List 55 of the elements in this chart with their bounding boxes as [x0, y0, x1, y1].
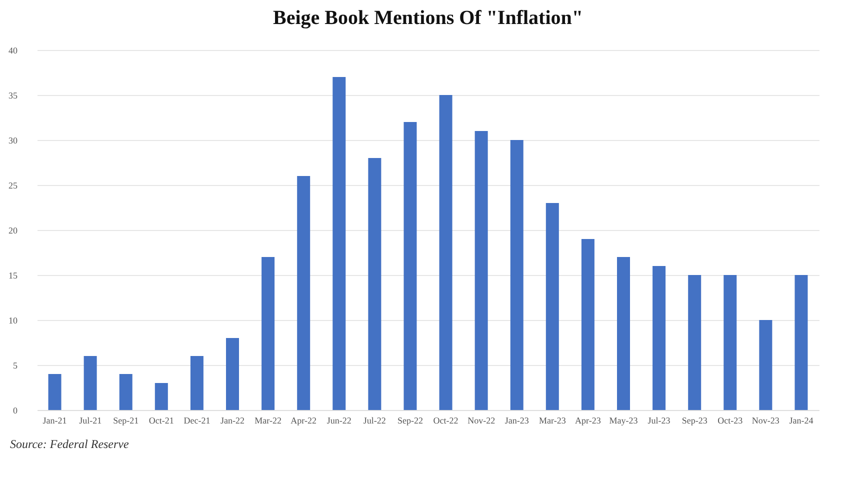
bar [724, 275, 737, 410]
x-tick-label: Sep-22 [397, 416, 423, 426]
bar [546, 203, 559, 410]
bar [154, 383, 168, 410]
x-tick-label: Jan-21 [42, 416, 67, 426]
x-tick-label: Jan-24 [789, 416, 814, 426]
y-tick-label: 35 [8, 90, 18, 100]
x-tick-label: Oct-21 [148, 416, 174, 426]
x-tick-label: Mar-22 [254, 416, 282, 426]
y-tick-label: 5 [13, 360, 18, 370]
x-tick-label: Jan-23 [504, 416, 530, 426]
bar [439, 95, 452, 410]
bar [510, 140, 524, 410]
bar [368, 158, 382, 410]
bar [226, 338, 239, 410]
bar [581, 239, 594, 410]
bar [617, 257, 630, 410]
y-tick-label: 20 [8, 226, 18, 236]
x-tick-label: Nov-22 [468, 416, 496, 426]
bar [297, 176, 310, 410]
chart-title: Beige Book Mentions Of "Inflation" [273, 7, 583, 29]
bar [404, 122, 417, 410]
bar [688, 275, 702, 410]
x-tick-label: Jul-23 [648, 416, 671, 426]
x-tick-label: Jul-22 [363, 416, 386, 426]
x-tick-label: Oct-23 [718, 416, 744, 426]
x-tick-label: May-23 [609, 416, 638, 426]
x-tick-label: Apr-23 [575, 416, 602, 426]
bar [48, 374, 62, 410]
bar [84, 356, 97, 410]
y-tick-label: 0 [13, 406, 18, 416]
y-tick-label: 40 [8, 46, 18, 56]
x-tick-label: Oct-22 [433, 416, 458, 426]
y-tick-label: 30 [8, 136, 18, 146]
y-tick-label: 15 [8, 270, 18, 280]
bar [794, 275, 808, 410]
y-tick-label: 10 [8, 316, 18, 326]
x-tick-label: Sep-23 [682, 416, 708, 426]
x-tick-label: Sep-21 [113, 416, 139, 426]
x-tick-label: Nov-23 [752, 416, 780, 426]
source-note: Source: Federal Reserve [10, 437, 130, 452]
x-tick-label: Mar-23 [539, 416, 566, 426]
y-tick-label: 25 [8, 180, 18, 190]
x-tick-label: Jul-21 [79, 416, 102, 426]
bar [652, 266, 666, 410]
bar [474, 131, 488, 410]
x-tick-label: Dec-21 [184, 416, 210, 426]
x-tick-label: Jan-22 [220, 416, 244, 426]
bar [119, 374, 132, 410]
bar [262, 257, 275, 410]
x-tick-label: Apr-22 [290, 416, 317, 426]
bar [759, 320, 772, 410]
bar [332, 77, 346, 410]
bar [190, 356, 204, 410]
x-tick-label: Jun-22 [326, 416, 352, 426]
